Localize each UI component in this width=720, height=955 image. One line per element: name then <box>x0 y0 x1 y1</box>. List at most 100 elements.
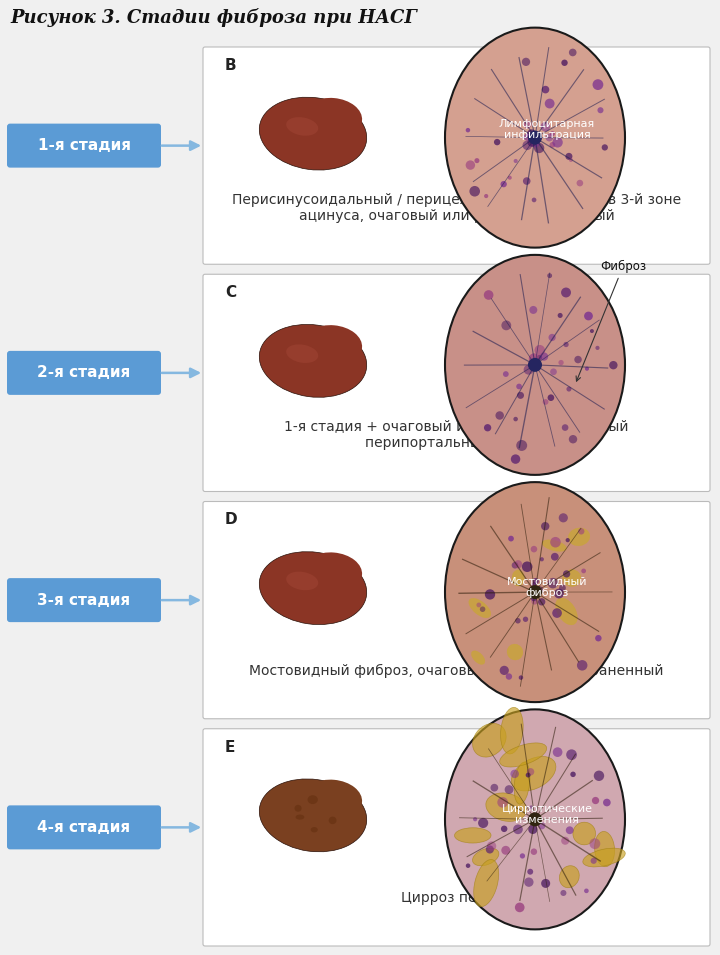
Circle shape <box>513 416 518 421</box>
Circle shape <box>593 79 603 90</box>
Circle shape <box>503 371 509 377</box>
Circle shape <box>490 784 498 792</box>
Circle shape <box>505 785 513 794</box>
Circle shape <box>527 129 536 138</box>
Circle shape <box>584 311 593 320</box>
Circle shape <box>534 592 540 598</box>
Circle shape <box>567 387 572 392</box>
Circle shape <box>524 878 534 887</box>
Ellipse shape <box>445 28 625 247</box>
Ellipse shape <box>303 552 362 592</box>
Circle shape <box>603 798 611 806</box>
Circle shape <box>508 536 514 541</box>
Circle shape <box>546 134 553 141</box>
Circle shape <box>543 399 549 405</box>
Circle shape <box>534 586 543 595</box>
Ellipse shape <box>445 710 625 929</box>
Ellipse shape <box>307 796 318 804</box>
Circle shape <box>566 826 574 834</box>
Circle shape <box>514 561 522 568</box>
Circle shape <box>501 846 510 855</box>
Circle shape <box>552 608 562 618</box>
Text: C: C <box>225 286 236 300</box>
Circle shape <box>480 606 485 612</box>
Circle shape <box>559 513 568 522</box>
Circle shape <box>541 86 549 94</box>
Ellipse shape <box>563 569 581 586</box>
Ellipse shape <box>469 599 491 618</box>
Circle shape <box>585 367 589 371</box>
Ellipse shape <box>542 540 567 551</box>
Circle shape <box>551 553 559 561</box>
FancyBboxPatch shape <box>203 729 710 946</box>
Circle shape <box>609 361 618 370</box>
Ellipse shape <box>454 828 491 843</box>
Circle shape <box>484 424 491 432</box>
Circle shape <box>505 673 512 680</box>
Circle shape <box>510 455 521 464</box>
Circle shape <box>575 356 582 363</box>
Circle shape <box>528 353 539 364</box>
Circle shape <box>531 198 536 202</box>
Circle shape <box>595 346 600 350</box>
Ellipse shape <box>474 860 499 906</box>
Circle shape <box>590 838 600 849</box>
Circle shape <box>566 750 577 760</box>
Circle shape <box>473 817 477 821</box>
Ellipse shape <box>445 482 625 702</box>
Ellipse shape <box>472 650 485 665</box>
Ellipse shape <box>303 98 362 138</box>
Ellipse shape <box>559 865 580 888</box>
Ellipse shape <box>295 815 305 819</box>
Circle shape <box>570 772 576 777</box>
Circle shape <box>484 194 488 198</box>
Circle shape <box>559 584 566 591</box>
Circle shape <box>552 138 563 148</box>
Ellipse shape <box>303 325 362 365</box>
Circle shape <box>498 797 508 808</box>
Ellipse shape <box>286 345 318 363</box>
Circle shape <box>554 588 564 599</box>
Circle shape <box>595 635 602 642</box>
Circle shape <box>528 358 542 371</box>
Text: Фиброз: Фиброз <box>576 260 646 381</box>
Circle shape <box>550 537 561 547</box>
Ellipse shape <box>486 793 526 821</box>
Ellipse shape <box>259 552 366 625</box>
Circle shape <box>538 822 545 829</box>
Circle shape <box>566 538 570 542</box>
Circle shape <box>523 617 528 622</box>
Circle shape <box>515 902 525 912</box>
Circle shape <box>510 770 519 778</box>
Circle shape <box>584 888 589 893</box>
Ellipse shape <box>511 756 556 791</box>
Circle shape <box>526 773 531 777</box>
Circle shape <box>561 287 571 297</box>
Text: Цирротические
изменения: Цирротические изменения <box>502 803 593 825</box>
Ellipse shape <box>500 743 546 767</box>
Text: D: D <box>225 513 238 527</box>
Ellipse shape <box>507 644 523 660</box>
Circle shape <box>527 768 534 775</box>
Circle shape <box>562 424 568 431</box>
Circle shape <box>598 107 603 114</box>
Circle shape <box>550 131 555 137</box>
Circle shape <box>528 360 536 369</box>
Circle shape <box>547 273 552 278</box>
Text: Цирроз печени: Цирроз печени <box>401 891 512 905</box>
Circle shape <box>549 142 555 148</box>
Circle shape <box>531 138 539 148</box>
Circle shape <box>540 352 548 361</box>
Circle shape <box>592 796 599 804</box>
Circle shape <box>485 589 495 600</box>
Circle shape <box>549 334 556 341</box>
Text: 1-я стадия + очаговый или распространенный
перипортальный фиброз: 1-я стадия + очаговый или распространенн… <box>284 420 629 451</box>
Circle shape <box>577 660 588 670</box>
Circle shape <box>590 329 594 333</box>
FancyBboxPatch shape <box>203 47 710 265</box>
Circle shape <box>523 365 534 374</box>
Circle shape <box>528 138 536 147</box>
Circle shape <box>528 813 542 826</box>
Circle shape <box>494 138 500 145</box>
FancyBboxPatch shape <box>7 123 161 168</box>
